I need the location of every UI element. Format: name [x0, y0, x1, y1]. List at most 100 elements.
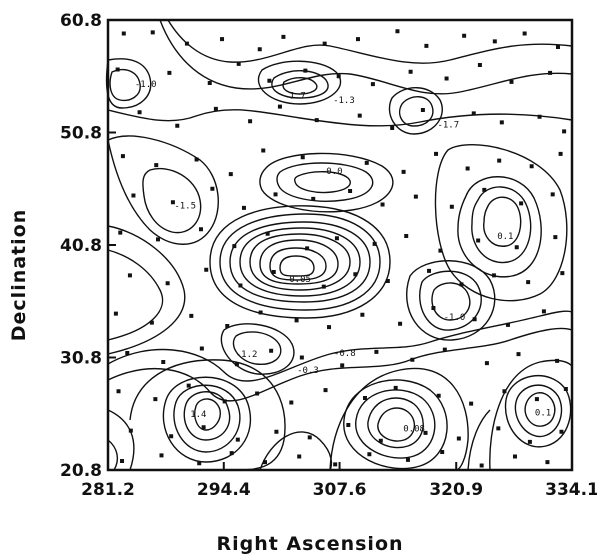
data-point — [297, 454, 302, 459]
data-point — [434, 151, 439, 156]
contour-line — [405, 260, 496, 341]
data-point — [159, 453, 164, 458]
contour-line — [239, 227, 361, 297]
contour-line — [355, 389, 436, 459]
data-point — [482, 187, 487, 192]
contour-level-label: -1.2 — [236, 350, 258, 360]
data-point — [228, 172, 233, 177]
x-axis-title: Right Ascension — [216, 533, 403, 555]
contour-line — [434, 144, 568, 302]
contour-line — [142, 168, 202, 234]
x-tick-label: 294.4 — [197, 480, 251, 500]
data-point — [555, 45, 560, 49]
data-point — [519, 201, 524, 206]
contour-annotations: -1.0 -1.7 -1.3 -1.7 -1.5 -0.0 0.1 0.05 -1.0 -1.2 -… — [135, 80, 551, 434]
contour-line — [183, 391, 231, 441]
contour-line — [483, 196, 522, 247]
data-point — [220, 37, 225, 42]
data-point — [327, 325, 332, 330]
data-point — [311, 196, 316, 201]
data-point — [118, 230, 123, 235]
data-point — [509, 79, 514, 84]
data-point — [424, 43, 429, 48]
data-point — [336, 74, 341, 79]
contour-line — [194, 398, 221, 431]
data-point — [398, 321, 403, 326]
data-point — [263, 460, 268, 465]
contour-line — [467, 409, 491, 471]
data-point — [175, 123, 180, 128]
x-tick-label: 281.2 — [81, 480, 135, 500]
data-point — [558, 151, 563, 156]
data-point — [128, 428, 133, 433]
data-point — [370, 82, 375, 87]
data-point — [410, 357, 415, 362]
contour-line — [107, 225, 186, 355]
data-point — [340, 363, 345, 368]
data-point — [372, 241, 377, 246]
data-point — [229, 451, 234, 456]
data-point — [420, 108, 425, 112]
data-point — [198, 227, 203, 232]
data-point — [497, 158, 502, 163]
data-point — [120, 154, 125, 159]
data-point — [234, 362, 239, 367]
data-point — [271, 270, 276, 274]
data-point — [502, 389, 507, 394]
data-point — [476, 238, 481, 243]
data-point — [165, 281, 170, 286]
data-point — [423, 430, 428, 435]
contour-line — [219, 213, 381, 311]
contour-line — [271, 70, 329, 99]
data-point — [491, 273, 496, 278]
data-point — [225, 324, 230, 328]
contour-line — [107, 109, 573, 127]
data-point — [395, 29, 400, 34]
data-point — [137, 110, 142, 115]
contour-level-label: 0.05 — [289, 275, 311, 285]
data-point — [161, 360, 166, 364]
contour-lines — [105, 19, 573, 471]
data-point — [201, 425, 206, 430]
data-point — [116, 389, 121, 394]
contour-line — [294, 171, 351, 194]
data-point — [548, 70, 553, 75]
data-point — [236, 61, 241, 66]
contour-line — [107, 439, 119, 471]
data-point — [541, 309, 546, 314]
data-point — [274, 429, 279, 434]
data-point — [505, 322, 510, 327]
data-point — [499, 120, 504, 125]
data-point — [390, 126, 395, 130]
data-point — [127, 273, 132, 278]
data-point — [210, 186, 215, 191]
contour-level-label: -1.0 — [135, 80, 157, 90]
contour-line — [129, 359, 286, 471]
data-point — [167, 70, 172, 75]
data-point — [545, 460, 550, 465]
data-point — [431, 306, 436, 310]
contour-line — [173, 384, 241, 453]
contour-level-label: -1.0 — [444, 313, 466, 323]
data-point — [289, 400, 294, 405]
data-point — [232, 244, 237, 249]
y-axis: 20.8 30.8 40.8 50.8 60.8 — [60, 11, 116, 481]
data-point — [529, 164, 534, 169]
data-point — [393, 385, 398, 390]
data-point — [364, 160, 369, 165]
data-point — [367, 452, 372, 457]
contour-line — [343, 379, 448, 470]
data-point — [199, 346, 204, 351]
data-point — [348, 189, 353, 193]
data-point — [512, 454, 517, 459]
data-point — [213, 106, 218, 111]
contour-level-label: -1.7 — [437, 121, 459, 131]
contour-line — [367, 397, 424, 449]
contour-line — [471, 186, 532, 264]
contour-line — [269, 247, 327, 281]
data-point — [113, 311, 118, 316]
data-point — [559, 429, 564, 434]
contour-level-label: 0.1 — [535, 409, 551, 419]
y-tick-label: 60.8 — [60, 11, 102, 31]
